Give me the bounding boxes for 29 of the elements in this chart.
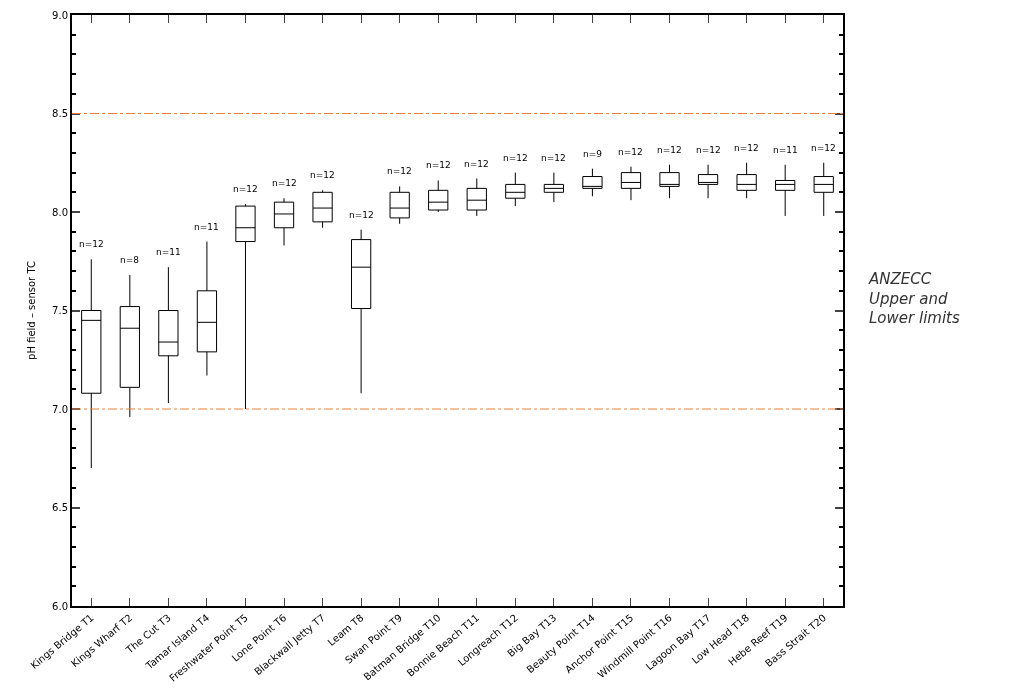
text: ANZECC Upper and Lower limits — [868, 270, 960, 327]
y-tick-label: 7.0 — [52, 403, 68, 415]
annotation: n=11 — [773, 145, 798, 155]
annotation: n=12 — [426, 160, 451, 170]
y-tick-label: 6.0 — [52, 600, 68, 612]
annotation: n=12 — [503, 153, 528, 163]
annotation: n=9 — [583, 149, 603, 159]
y-tick-label: 6.5 — [52, 502, 68, 513]
annotation: n=8 — [120, 255, 140, 265]
annotation: n=11 — [194, 222, 219, 232]
y-axis-title: pH field – sensor TC — [25, 261, 37, 360]
annotation: n=12 — [310, 170, 335, 180]
annotation: n=12 — [811, 143, 836, 153]
annotation: n=12 — [696, 145, 721, 155]
annotation: n=12 — [541, 153, 566, 163]
annotation: n=12 — [618, 147, 643, 157]
y-tick-label: 8.0 — [52, 206, 68, 218]
annotation: n=12 — [349, 210, 374, 220]
annotation: n=12 — [233, 184, 258, 194]
y-tick-label: 8.5 — [52, 108, 68, 119]
annotation: n=12 — [657, 145, 682, 155]
annotation: n=12 — [734, 143, 759, 153]
annotation: n=12 — [387, 166, 412, 176]
annotation: n=11 — [156, 247, 181, 257]
annotation: n=12 — [79, 239, 104, 249]
annotation: n=12 — [272, 178, 297, 188]
annotation: n=12 — [464, 159, 489, 169]
y-tick-label: 7.5 — [52, 305, 68, 316]
y-tick-label: 9.0 — [52, 9, 68, 21]
